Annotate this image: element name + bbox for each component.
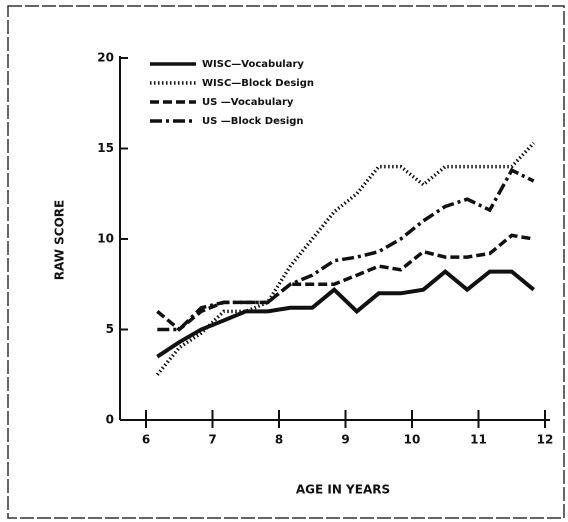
x-tick-label: 9	[341, 433, 349, 447]
y-tick-label: 5	[106, 322, 114, 336]
legend-label: WISC—Vocabulary	[202, 59, 304, 70]
x-tick-label: 10	[404, 433, 421, 447]
x-tick-label: 7	[208, 433, 216, 447]
y-tick-label: 20	[97, 51, 114, 65]
legend-label: US —Vocabulary	[202, 97, 294, 108]
y-tick-label: 15	[97, 141, 114, 155]
series-line	[156, 268, 535, 359]
x-tick-label: 11	[470, 433, 487, 447]
legend-label: US —Block Design	[202, 116, 304, 127]
x-axis-label: AGE IN YEARS	[296, 483, 390, 497]
y-tick-label: 0	[106, 413, 114, 427]
x-tick-label: 12	[537, 433, 554, 447]
series-line	[155, 141, 535, 376]
x-tick-label: 6	[142, 433, 150, 447]
series-line	[157, 167, 535, 332]
x-tick-label: 8	[275, 433, 283, 447]
y-axis-label: RAW SCORE	[53, 200, 67, 281]
series-line	[156, 233, 534, 332]
frame	[7, 5, 565, 519]
legend-label: WISC—Block Design	[202, 78, 314, 89]
y-tick-label: 10	[97, 232, 114, 246]
